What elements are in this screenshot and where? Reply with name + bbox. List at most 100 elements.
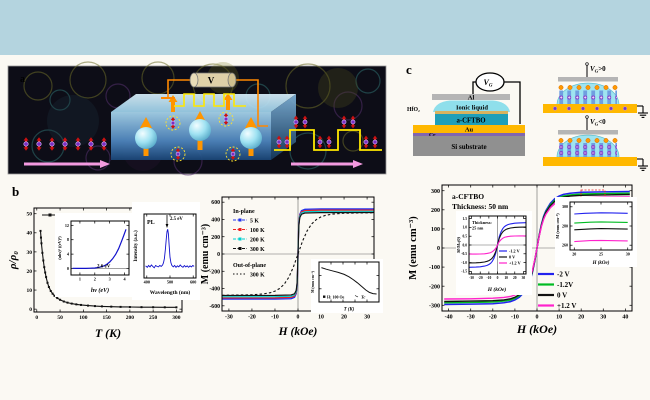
- svg-text:100: 100: [79, 315, 88, 321]
- si-label: Si substrate: [451, 143, 486, 151]
- zoom-inset-xlabel: H (kOe): [592, 261, 610, 266]
- legend-header-oop: Out-of-plane: [233, 263, 266, 269]
- zoom-inset-ylabel: M (emu cm⁻³): [555, 213, 560, 239]
- cation-row: [558, 85, 618, 90]
- svg-text:-200: -200: [429, 284, 440, 290]
- mh-c-subtitle: Thickness: 50 nm: [452, 202, 509, 211]
- svg-text:50: 50: [57, 315, 63, 321]
- svg-text:0: 0: [67, 266, 69, 271]
- legend-item: 300 K: [250, 247, 265, 253]
- legend-item: +1.2 V: [557, 302, 576, 310]
- svg-text:0: 0: [536, 315, 539, 321]
- svg-text:250: 250: [149, 315, 158, 321]
- gate-bar: [558, 130, 618, 135]
- cftbo-layer: [435, 114, 508, 125]
- svg-text:0.5: 0.5: [463, 234, 468, 238]
- svg-text:300: 300: [172, 315, 181, 321]
- svg-text:200: 200: [211, 235, 220, 241]
- svg-text:280: 280: [562, 223, 568, 228]
- svg-text:-30: -30: [467, 315, 475, 321]
- gating-device-stack: VG Al Ionic liquid HfO₂ a-CFTBO Au Cr Si…: [407, 72, 525, 156]
- vg-positive-schematic: VG>0: [543, 62, 649, 118]
- svg-text:100: 100: [431, 227, 440, 233]
- ionic-liquid-drop: [433, 100, 510, 112]
- svg-text:20: 20: [341, 314, 347, 320]
- svg-text:150: 150: [102, 315, 111, 321]
- panel-a-illustration: V a: [7, 61, 387, 176]
- pl-peak-label: 2.5 eV: [170, 217, 183, 222]
- peak-arrow-icon: [165, 224, 169, 228]
- mh-b-xlabel: H (kOe): [278, 326, 318, 338]
- mh-b-ylabel: M (emu cm⁻³): [200, 224, 211, 284]
- svg-text:-10: -10: [486, 276, 491, 280]
- svg-text:-100: -100: [429, 265, 440, 271]
- mt-xlabel: T (K): [344, 308, 355, 313]
- svg-text:200: 200: [431, 208, 440, 214]
- svg-text:20: 20: [513, 276, 517, 280]
- legend-item: +1.2 V: [509, 261, 521, 266]
- anion-row: [552, 106, 627, 111]
- svg-text:30: 30: [600, 315, 606, 321]
- svg-text:1.0: 1.0: [463, 226, 468, 230]
- mh-c-xlabel: H (kOe): [516, 322, 557, 336]
- pl-inset: 400 500 600 PL 2.5 eV Wavelength (nm) Inte…: [132, 202, 200, 300]
- svg-text:-0.5: -0.5: [461, 252, 467, 256]
- gate-voltage-source: [475, 72, 505, 92]
- cr-label: Cr: [429, 133, 436, 139]
- vg-negative-schematic: VG<0: [543, 115, 649, 171]
- svg-text:0: 0: [497, 276, 499, 280]
- svg-text:-200: -200: [209, 269, 220, 275]
- cftbo-label: a-CFTBO: [456, 118, 485, 125]
- svg-text:50: 50: [27, 212, 33, 218]
- vg-positive-label: VG>0: [590, 65, 606, 74]
- inset-title-1: Thickness:: [472, 220, 492, 225]
- svg-text:-30: -30: [469, 276, 474, 280]
- mt-ylabel: M (emu cm⁻³): [311, 270, 315, 293]
- svg-text:3: 3: [109, 277, 111, 282]
- tc-annotation: Tc: [361, 295, 365, 300]
- up-arrow-icon: [223, 93, 233, 110]
- pl-xlabel: Wavelength (nm): [150, 289, 191, 296]
- bottom-electrode: [543, 104, 637, 113]
- ground-icon: [637, 105, 649, 118]
- svg-text:-20: -20: [248, 314, 256, 320]
- mh-c-legend: -2 V -1.2V 0 V +1.2 V: [538, 271, 576, 310]
- spin-chain-right: [274, 115, 382, 168]
- svg-text:4: 4: [123, 277, 126, 282]
- ground-icon: [637, 158, 649, 171]
- svg-text:8: 8: [67, 237, 69, 242]
- svg-text:0: 0: [29, 307, 32, 313]
- pl-ylabel: Intensity (a.u.): [134, 230, 139, 262]
- spin-chain-left: [23, 136, 110, 168]
- tauc-ylabel: (αhν)² ((eV)²): [57, 236, 62, 260]
- svg-text:30: 30: [27, 250, 33, 256]
- voltmeter-label: V: [208, 76, 215, 86]
- thickness-inset: -30 -20 -10 0 10 20 30 -1.5 -1.0 -0.5 0.0 0.5 1.0 1.5…: [456, 211, 532, 295]
- svg-text:400: 400: [211, 217, 220, 223]
- svg-text:300: 300: [562, 204, 568, 209]
- up-arrow-icon: [168, 95, 178, 112]
- legend-item: 5 K: [250, 219, 259, 225]
- pl-tag: PL: [147, 220, 155, 226]
- svg-text:260: 260: [562, 243, 568, 248]
- al-electrode: [432, 94, 510, 100]
- svg-text:-20: -20: [489, 315, 497, 321]
- square-wave-spin-track: [274, 129, 382, 151]
- svg-text:0: 0: [217, 252, 220, 258]
- mh-plot-b: -30 -20 -10 0 10 20 30 -600 -400 -200 0 200 400 600 I…: [200, 196, 375, 338]
- svg-text:-400: -400: [209, 287, 220, 293]
- molecule-columns: [559, 90, 617, 104]
- svg-text:-30: -30: [225, 314, 233, 320]
- legend-item: 0 V: [557, 292, 567, 300]
- inset-title-2: 25 nm: [472, 226, 484, 231]
- svg-text:600: 600: [190, 280, 196, 285]
- legend-item: 200 K: [250, 238, 265, 244]
- hfo2-label: HfO₂: [407, 107, 420, 113]
- svg-text:0: 0: [437, 246, 440, 252]
- si-substrate: [413, 136, 525, 156]
- panel-a-label: a: [20, 74, 25, 85]
- device-schematic: VG Al Ionic liquid HfO₂ a-CFTBO Au Cr Si…: [407, 62, 649, 171]
